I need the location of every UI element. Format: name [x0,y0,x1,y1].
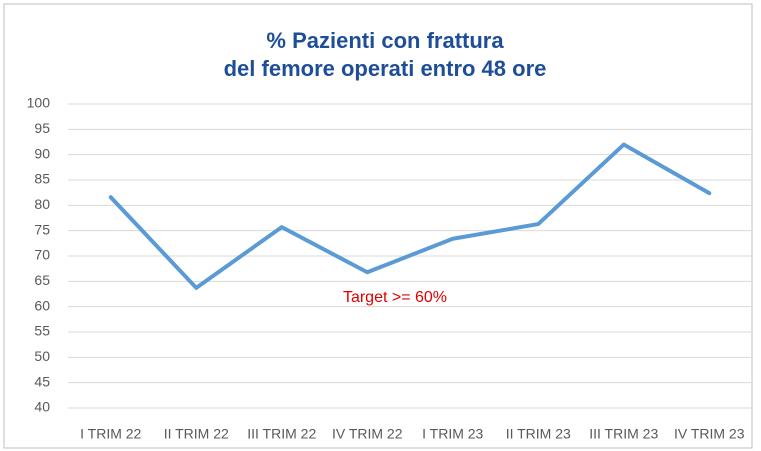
chart-title: del femore operati entro 48 ore [224,56,547,81]
chart-frame [3,3,753,449]
y-tick-label: 55 [34,323,50,339]
y-tick-label: 85 [34,171,50,187]
x-tick-label: III TRIM 23 [589,426,658,442]
x-tick-label: II TRIM 23 [506,426,571,442]
y-tick-label: 95 [34,120,50,136]
y-tick-label: 50 [34,348,50,364]
y-tick-label: 80 [34,196,50,212]
x-tick-label: III TRIM 22 [247,426,316,442]
x-tick-label: IV TRIM 23 [674,426,745,442]
y-tick-label: 70 [34,247,50,263]
x-tick-label: I TRIM 22 [80,426,141,442]
y-tick-label: 90 [34,145,50,161]
y-tick-label: 100 [27,95,51,111]
x-tick-label: IV TRIM 22 [332,426,403,442]
chart-title: % Pazienti con frattura [266,28,504,53]
y-tick-label: 60 [34,297,50,313]
annotation: Target >= 60% [343,289,447,306]
line-series [108,142,712,290]
y-tick-label: 40 [34,399,50,415]
y-tick-label: 65 [34,272,50,288]
y-tick-label: 75 [34,221,50,237]
x-tick-label: II TRIM 22 [164,426,229,442]
y-tick-label: 45 [34,373,50,389]
x-tick-label: I TRIM 23 [422,426,483,442]
